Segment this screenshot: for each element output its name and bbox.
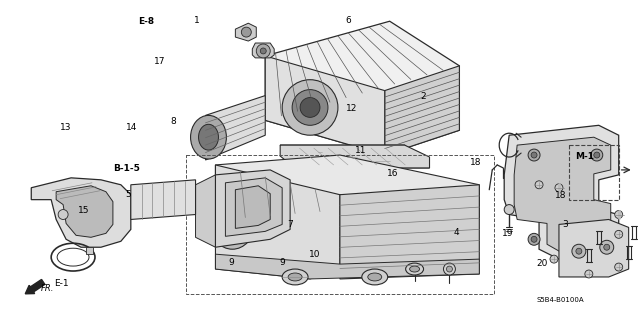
Ellipse shape [410, 266, 420, 272]
Text: FR.: FR. [41, 284, 54, 293]
Ellipse shape [218, 208, 246, 241]
Circle shape [572, 244, 586, 258]
Circle shape [531, 152, 537, 158]
Circle shape [591, 149, 603, 161]
Polygon shape [280, 145, 429, 179]
Polygon shape [205, 96, 265, 160]
Polygon shape [504, 125, 619, 259]
Polygon shape [559, 219, 628, 277]
Circle shape [555, 184, 563, 192]
Circle shape [594, 152, 600, 158]
Polygon shape [265, 21, 460, 155]
Circle shape [576, 248, 582, 254]
Text: 14: 14 [125, 123, 137, 132]
Circle shape [528, 149, 540, 161]
Text: 1: 1 [194, 16, 200, 25]
Text: 18: 18 [470, 158, 481, 167]
Ellipse shape [191, 115, 227, 159]
Text: 12: 12 [346, 104, 357, 113]
Text: M-1: M-1 [575, 152, 594, 161]
Polygon shape [252, 43, 274, 58]
Circle shape [604, 244, 610, 250]
Text: 20: 20 [537, 259, 548, 268]
Polygon shape [56, 186, 113, 237]
Ellipse shape [211, 200, 254, 249]
Circle shape [58, 210, 68, 219]
Circle shape [594, 236, 600, 242]
Polygon shape [236, 186, 270, 228]
Circle shape [614, 230, 623, 238]
Text: 15: 15 [78, 206, 90, 215]
Text: 19: 19 [502, 229, 513, 238]
Polygon shape [514, 137, 611, 252]
Text: 7: 7 [287, 220, 292, 229]
Text: 16: 16 [387, 169, 399, 178]
Text: E-8: E-8 [138, 18, 154, 26]
Text: B-1-5: B-1-5 [113, 165, 140, 174]
Text: 8: 8 [170, 117, 176, 126]
Polygon shape [385, 66, 460, 155]
Ellipse shape [406, 263, 424, 275]
Text: 11: 11 [355, 145, 367, 154]
Text: 9: 9 [228, 258, 234, 267]
Ellipse shape [362, 269, 388, 285]
Circle shape [447, 266, 452, 272]
Polygon shape [31, 178, 131, 247]
Ellipse shape [368, 273, 381, 281]
Polygon shape [196, 175, 216, 247]
Text: 4: 4 [454, 228, 460, 237]
FancyArrow shape [26, 279, 45, 294]
Ellipse shape [198, 124, 218, 150]
Ellipse shape [288, 273, 302, 281]
Circle shape [591, 234, 603, 245]
Circle shape [585, 270, 593, 278]
Ellipse shape [282, 80, 338, 135]
Text: 6: 6 [346, 16, 351, 25]
Text: 17: 17 [154, 57, 166, 66]
Text: S5B4-B0100A: S5B4-B0100A [537, 297, 584, 303]
Text: 3: 3 [562, 220, 568, 229]
Text: 5: 5 [125, 190, 131, 199]
Ellipse shape [282, 269, 308, 285]
Polygon shape [216, 254, 479, 279]
Text: 13: 13 [60, 123, 72, 132]
Circle shape [256, 44, 270, 58]
Polygon shape [225, 178, 282, 236]
Circle shape [444, 263, 456, 275]
Text: 10: 10 [309, 250, 321, 259]
Polygon shape [216, 165, 340, 279]
Ellipse shape [292, 90, 328, 125]
Circle shape [504, 204, 514, 214]
Circle shape [614, 263, 623, 271]
Text: 9: 9 [280, 258, 285, 267]
Circle shape [535, 181, 543, 189]
Polygon shape [216, 155, 479, 219]
Ellipse shape [300, 98, 320, 117]
Circle shape [600, 240, 614, 254]
Circle shape [241, 27, 252, 37]
Circle shape [614, 211, 623, 219]
Circle shape [528, 234, 540, 245]
Polygon shape [285, 148, 420, 165]
Circle shape [531, 236, 537, 242]
Polygon shape [340, 185, 479, 279]
Polygon shape [86, 247, 93, 254]
Polygon shape [131, 180, 196, 219]
Circle shape [260, 48, 266, 54]
Circle shape [550, 255, 558, 263]
Polygon shape [236, 23, 256, 41]
Text: E-1: E-1 [54, 279, 68, 288]
Text: 2: 2 [420, 92, 426, 101]
Polygon shape [216, 170, 290, 247]
Text: 18: 18 [554, 191, 566, 200]
Polygon shape [265, 56, 385, 155]
